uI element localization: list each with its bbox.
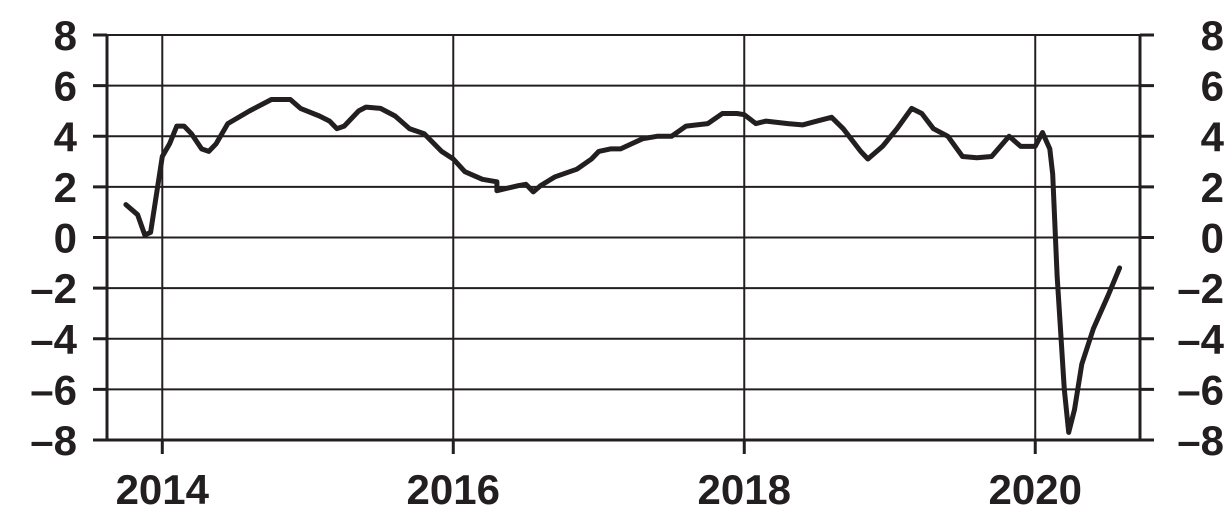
x-tick-label-1: 2016 [407, 466, 500, 513]
y-tick-label-left-2: 4 [54, 113, 78, 160]
y-tick-label-left-5: –2 [30, 265, 77, 312]
tick-marks [93, 33, 1154, 454]
y-tick-label-right-2: 4 [1201, 113, 1225, 160]
x-tick-label-3: 2020 [989, 466, 1082, 513]
y-tick-label-left-7: –6 [30, 366, 77, 413]
y-tick-label-right-6: –4 [1177, 316, 1224, 363]
y-tick-label-left-3: 2 [54, 164, 77, 211]
vertical-gridlines [161, 35, 1037, 440]
x-tick-labels: 2014 2016 2018 2020 [116, 466, 1082, 513]
y-tick-label-right-3: 2 [1201, 164, 1224, 211]
y-tick-label-right-4: 0 [1201, 215, 1224, 262]
y-tick-label-left-4: 0 [54, 215, 77, 262]
y-tick-label-right-7: –6 [1177, 366, 1224, 413]
x-tick-label-2: 2018 [698, 466, 791, 513]
y-tick-label-right-0: 8 [1201, 12, 1224, 59]
y-tick-label-right-8: –8 [1177, 417, 1224, 464]
y-tick-label-left-0: 8 [54, 12, 77, 59]
series-line [123, 97, 1123, 435]
y-tick-label-left-6: –4 [30, 316, 77, 363]
horizontal-gridlines [107, 34, 1140, 441]
y-tick-label-right-5: –2 [1177, 265, 1224, 312]
y-tick-label-left-8: –8 [30, 417, 77, 464]
y-tick-label-left-1: 6 [54, 63, 77, 110]
y-tick-label-right-1: 6 [1201, 63, 1224, 110]
x-tick-label-0: 2014 [116, 466, 210, 513]
